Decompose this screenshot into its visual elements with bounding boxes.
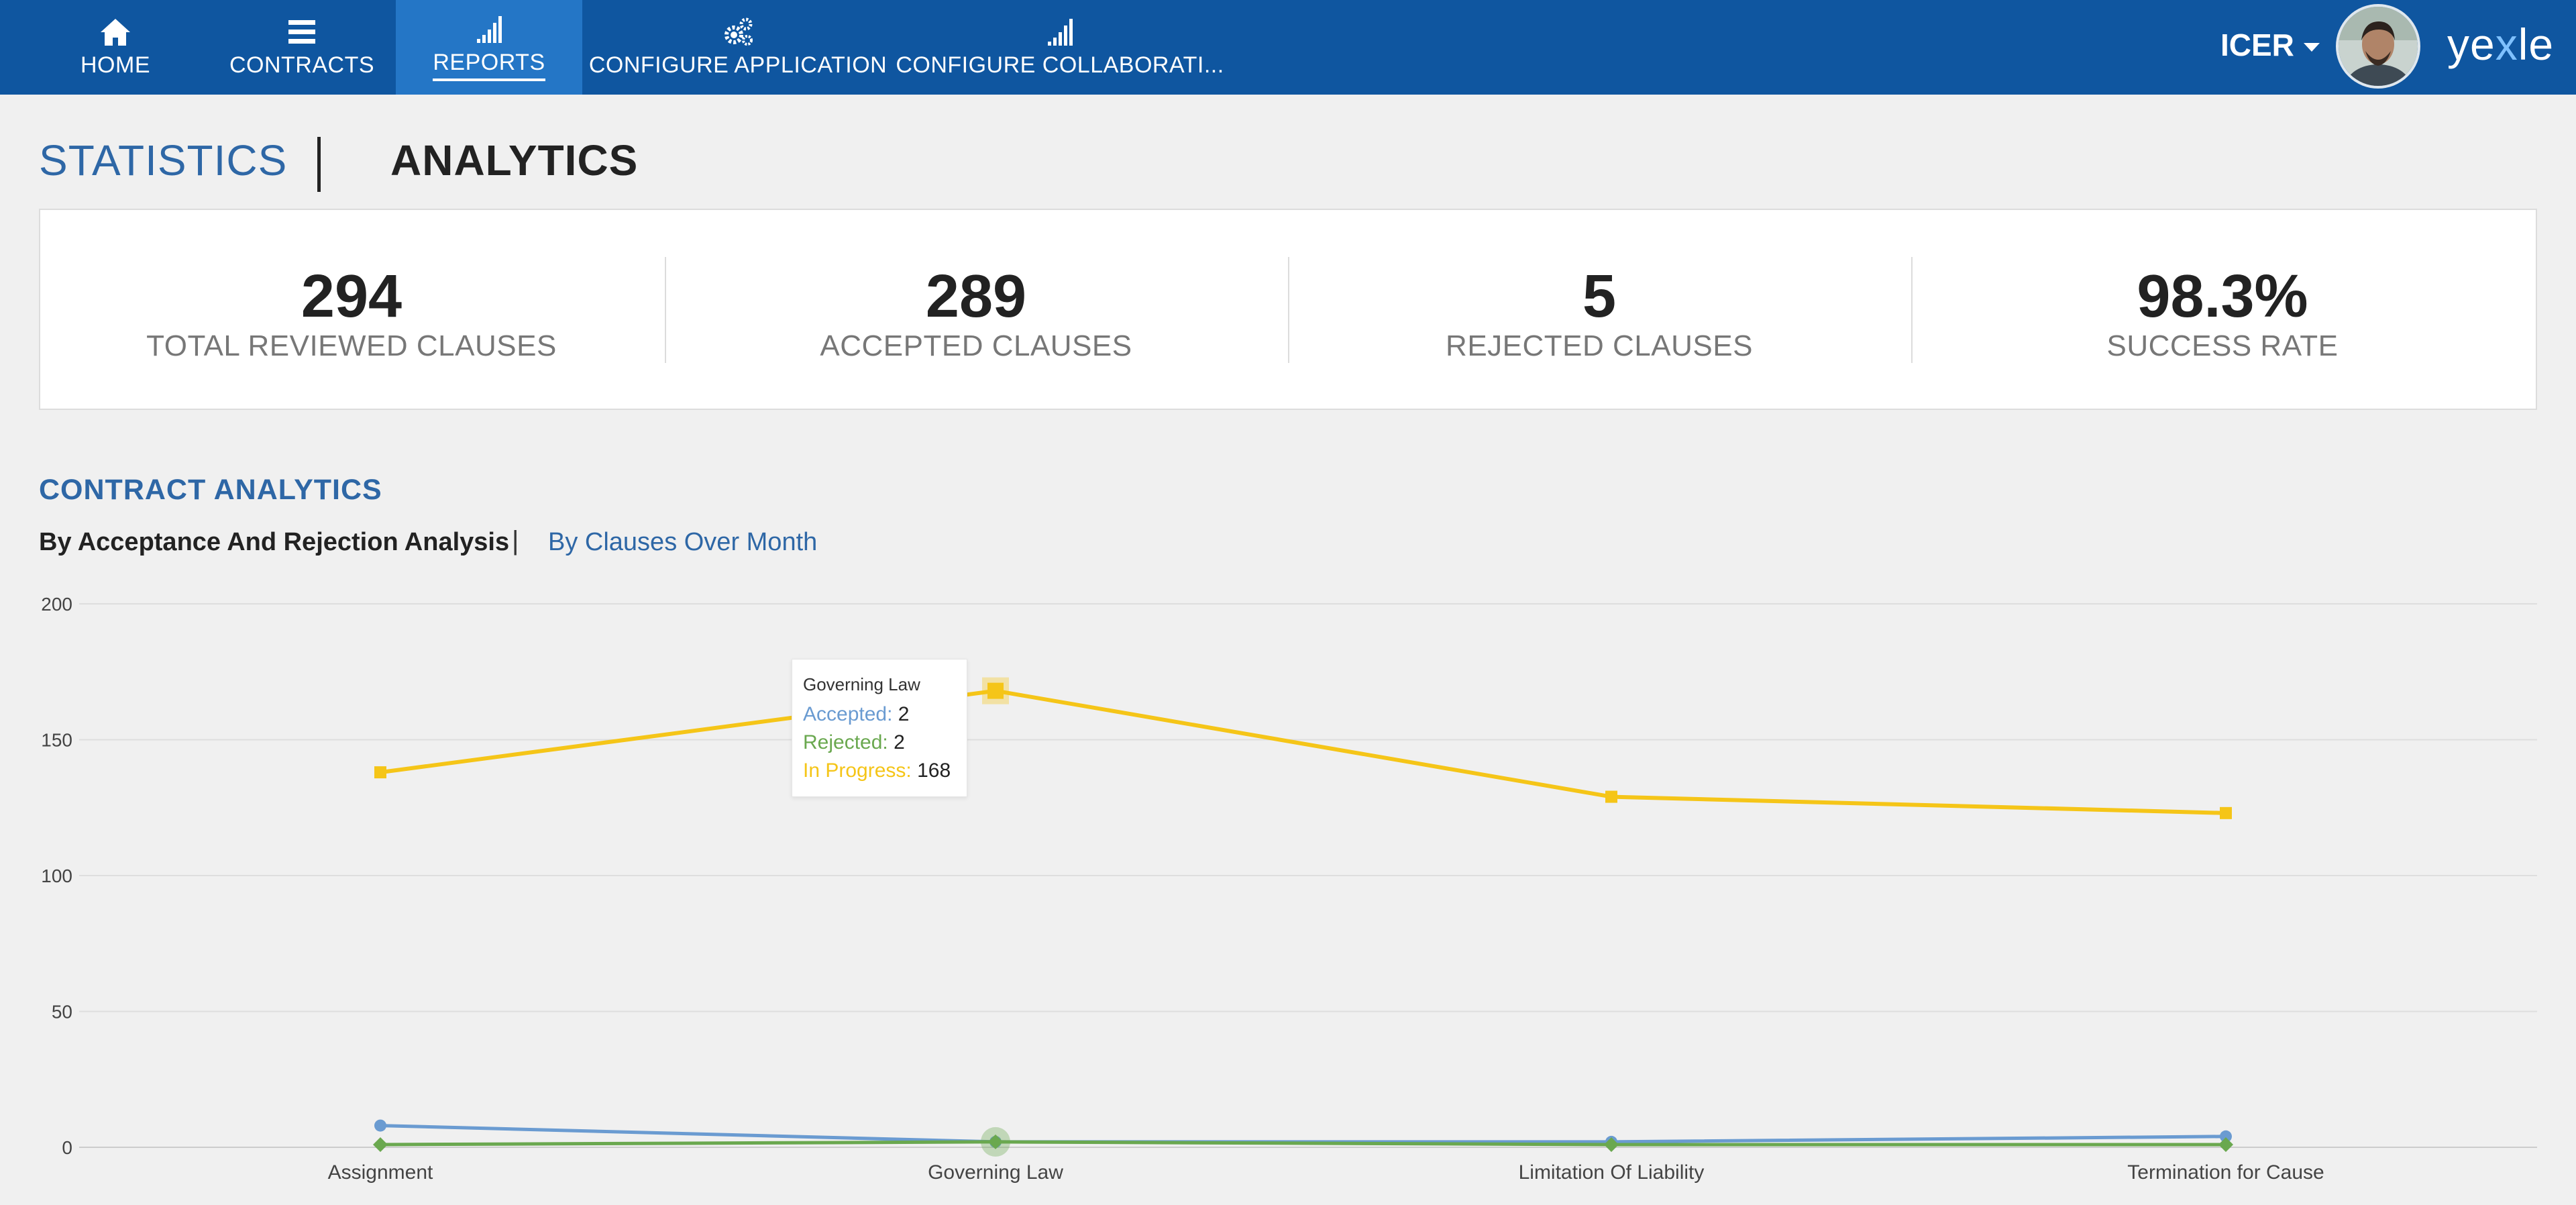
- y-tick-label: 100: [41, 866, 72, 886]
- tab-statistics[interactable]: STATISTICS: [39, 136, 288, 185]
- data-point: [987, 682, 1004, 699]
- user-photo: [2339, 7, 2418, 86]
- brand-logo: yexle: [2447, 19, 2555, 69]
- y-tick-label: 200: [41, 594, 72, 615]
- line-chart: 0 50 100 150 200 Assignment Governing Law Limit…: [41, 594, 2537, 1184]
- tooltip-accepted: Accepted: 2: [803, 703, 910, 725]
- stat-success-rate: 98.3% SUCCESS RATE: [1911, 210, 2534, 409]
- tooltip-title: Governing Law: [803, 674, 920, 694]
- nav-configure-collaboration-label: CONFIGURE COLLABORATI...: [896, 52, 1224, 78]
- chart-tooltip: Governing Law Accepted: 2 Rejected: 2 In…: [792, 659, 967, 797]
- y-tick-label: 150: [41, 730, 72, 751]
- data-point: [374, 766, 386, 779]
- nav-contracts[interactable]: CONTRACTS: [221, 0, 382, 95]
- data-point: [2220, 806, 2232, 819]
- home-icon: [101, 19, 130, 46]
- x-tick-label: Limitation Of Liability: [1519, 1161, 1705, 1184]
- y-tick-label: 0: [62, 1137, 72, 1158]
- subtab-divider: |: [512, 526, 519, 556]
- tab-analytics[interactable]: ANALYTICS: [390, 136, 639, 185]
- signal-bars-icon: [1048, 19, 1073, 46]
- tab-divider: [317, 137, 321, 192]
- tab-acceptance-rejection[interactable]: By Acceptance And Rejection Analysis: [39, 528, 510, 556]
- nav-home-label: HOME: [80, 52, 150, 78]
- user-name: ICER: [2220, 28, 2294, 62]
- data-point: [373, 1137, 388, 1152]
- stat-total-reviewed: 294 TOTAL REVIEWED CLAUSES: [40, 210, 663, 409]
- avatar[interactable]: [2336, 4, 2420, 89]
- data-point: [2218, 1137, 2233, 1152]
- stat-value: 289: [925, 263, 1027, 330]
- stat-divider: [1911, 257, 1913, 363]
- series-line: [380, 1124, 2226, 1144]
- y-tick-label: 50: [52, 1002, 72, 1023]
- series-line: [380, 1140, 2226, 1147]
- nav-configure-application[interactable]: CONFIGURE APPLICATION: [589, 0, 887, 95]
- gears-icon: [724, 17, 753, 46]
- x-tick-label: Assignment: [328, 1161, 433, 1184]
- nav-contracts-label: CONTRACTS: [229, 52, 375, 78]
- data-point: [1604, 1137, 1619, 1152]
- nav-configure-collaboration[interactable]: CONFIGURE COLLABORATI...: [896, 0, 1224, 95]
- stat-divider: [665, 257, 666, 363]
- stats-card: 294 TOTAL REVIEWED CLAUSES 289 ACCEPTED …: [39, 209, 2537, 410]
- stat-label: TOTAL REVIEWED CLAUSES: [146, 329, 557, 362]
- nav-reports[interactable]: REPORTS: [396, 0, 582, 95]
- stat-value: 294: [301, 263, 402, 330]
- nav-configure-application-label: CONFIGURE APPLICATION: [588, 52, 888, 78]
- stat-label: SUCCESS RATE: [2106, 329, 2339, 362]
- nav-home[interactable]: HOME: [39, 0, 192, 95]
- stat-accepted: 289 ACCEPTED CLAUSES: [665, 210, 1287, 409]
- x-tick-label: Termination for Cause: [2127, 1161, 2324, 1184]
- stat-value: 5: [1582, 263, 1617, 330]
- stat-value: 98.3%: [2137, 263, 2308, 330]
- signal-bars-icon: [477, 16, 502, 43]
- stat-label: ACCEPTED CLAUSES: [820, 329, 1132, 362]
- stat-rejected: 5 REJECTED CLAUSES: [1288, 210, 1911, 409]
- caret-down-icon: [2303, 42, 2320, 52]
- series-line: [380, 688, 2226, 815]
- data-point: [988, 1134, 1003, 1149]
- list-icon: [288, 20, 315, 44]
- top-navbar: HOME CONTRACTS REPORTS CONFIGURE APPLICA…: [0, 0, 2576, 95]
- stat-divider: [1288, 257, 1289, 363]
- tab-clauses-over-month[interactable]: By Clauses Over Month: [548, 528, 818, 556]
- nav-reports-label: REPORTS: [433, 50, 545, 81]
- tooltip-in-progress: In Progress: 168: [803, 759, 951, 782]
- x-tick-label: Governing Law: [928, 1161, 1063, 1184]
- data-point: [1605, 790, 1617, 803]
- tooltip-rejected: Rejected: 2: [803, 731, 905, 753]
- user-menu[interactable]: ICER: [2220, 27, 2320, 63]
- stat-label: REJECTED CLAUSES: [1446, 329, 1753, 362]
- data-point: [2220, 1130, 2232, 1143]
- data-point: [374, 1119, 386, 1132]
- section-title: CONTRACT ANALYTICS: [39, 474, 382, 506]
